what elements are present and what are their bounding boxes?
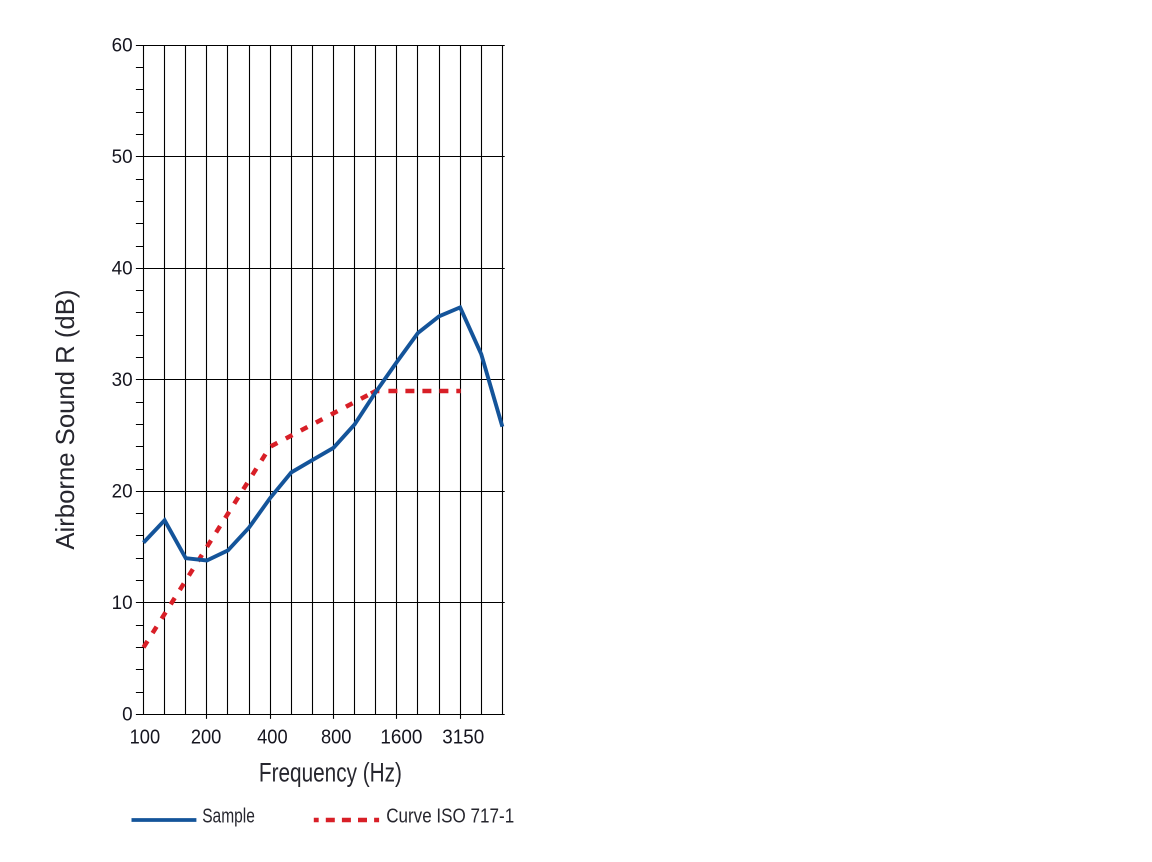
- svg-text:60: 60: [112, 35, 133, 57]
- svg-text:Curve ISO 717-1: Curve ISO 717-1: [386, 805, 514, 828]
- svg-text:0: 0: [122, 704, 133, 726]
- svg-text:800: 800: [321, 725, 352, 748]
- svg-text:50: 50: [112, 146, 133, 168]
- svg-text:Airborne Sound R (dB): Airborne Sound R (dB): [50, 290, 80, 550]
- svg-text:3150: 3150: [442, 725, 484, 748]
- svg-text:10: 10: [112, 592, 133, 614]
- svg-text:Sample: Sample: [202, 805, 255, 828]
- svg-text:100: 100: [130, 725, 161, 748]
- svg-text:400: 400: [257, 725, 288, 748]
- svg-text:20: 20: [112, 481, 133, 503]
- svg-text:30: 30: [112, 369, 133, 391]
- svg-text:Frequency (Hz): Frequency (Hz): [259, 757, 402, 787]
- svg-text:1600: 1600: [380, 725, 422, 748]
- svg-text:40: 40: [112, 258, 133, 280]
- svg-text:200: 200: [191, 725, 222, 748]
